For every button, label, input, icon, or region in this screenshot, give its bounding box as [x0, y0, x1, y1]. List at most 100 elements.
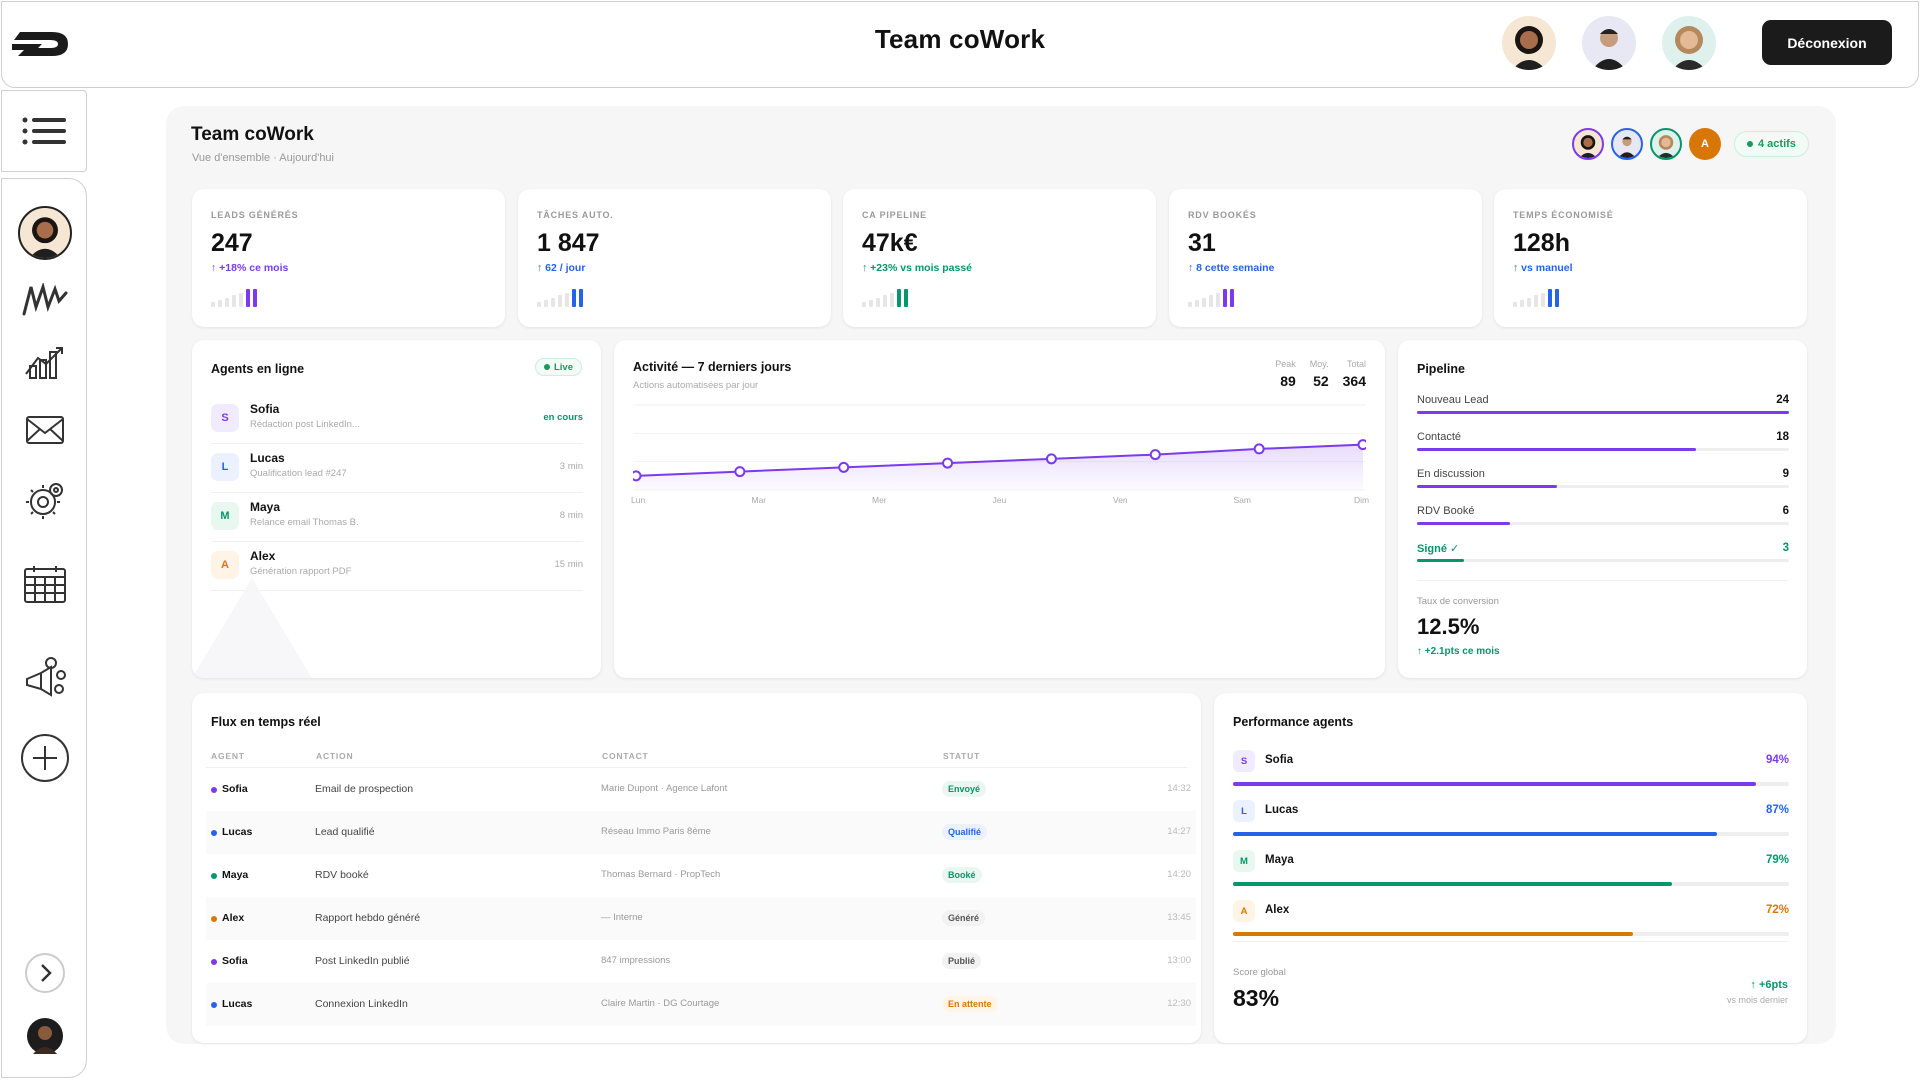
activity-stat-label: Moy. — [1309, 359, 1329, 369]
sidebar-item-mail[interactable] — [2, 413, 88, 445]
pipeline-stage[interactable]: Nouveau Lead 24 — [1417, 394, 1789, 430]
sparkline-bar — [1534, 295, 1538, 307]
pipeline-bar-track — [1417, 411, 1789, 414]
kpi-card[interactable]: TEMPS ÉCONOMISÉ 128h ↑ vs manuel — [1494, 189, 1807, 327]
sparkline-bar — [1230, 289, 1234, 307]
col-header-action: ACTION — [316, 751, 354, 761]
mini-avatar-lucas[interactable] — [1611, 128, 1643, 160]
agent-badge: M — [1233, 850, 1255, 872]
data-point[interactable] — [633, 470, 642, 482]
agent-avatar-lucas[interactable] — [1582, 16, 1636, 70]
add-button[interactable] — [2, 733, 88, 783]
agent-performance-row[interactable]: M Maya 79% — [1233, 850, 1789, 900]
mini-avatar-sofia[interactable] — [1572, 128, 1604, 160]
agent-score: 72% — [1765, 904, 1789, 916]
app-logo[interactable] — [12, 24, 72, 64]
table-row[interactable]: Alex Rapport hebdo généré — Interne Généré 1… — [206, 897, 1196, 940]
pipeline-stage[interactable]: Contacté 18 — [1417, 431, 1789, 467]
activity-stat-value: 89 — [1280, 373, 1296, 389]
hamburger-menu-icon — [22, 117, 66, 145]
data-point[interactable] — [942, 457, 954, 469]
pipeline-stage[interactable]: En discussion 9 — [1417, 468, 1789, 504]
kpi-trend: ↑ +18% ce mois — [211, 262, 289, 274]
pipeline-stage[interactable]: RDV Booké 6 — [1417, 505, 1789, 541]
agent-performance-row[interactable]: S Sofia 94% — [1233, 750, 1789, 800]
agent-performance-row[interactable]: A Alex 72% — [1233, 900, 1789, 950]
agent-name: Sofia — [1265, 754, 1294, 766]
agent-avatar-maya[interactable] — [1662, 16, 1716, 70]
mini-avatar-maya[interactable] — [1650, 128, 1682, 160]
sidebar-item-integrations[interactable] — [2, 655, 88, 697]
agent-color-dot — [211, 873, 217, 879]
data-point[interactable] — [1149, 449, 1161, 461]
logout-button[interactable]: Déconexion — [1762, 20, 1892, 65]
menu-toggle-button[interactable] — [1, 90, 87, 172]
data-point[interactable] — [734, 466, 746, 478]
sparkline-bar — [572, 289, 576, 307]
pipeline-stage-label: Contacté — [1417, 431, 1462, 443]
agent-performance-row[interactable]: L Lucas 87% — [1233, 800, 1789, 850]
kpi-sparkline — [1188, 287, 1234, 307]
pipeline-bar-fill — [1417, 559, 1464, 562]
account-avatar[interactable] — [2, 1018, 88, 1054]
activity-stat: Total 364 — [1343, 359, 1366, 389]
data-point[interactable] — [838, 461, 850, 473]
expand-sidebar-button[interactable] — [2, 952, 88, 994]
pipeline-stage-label: En discussion — [1417, 468, 1485, 480]
live-badge: Live — [534, 358, 582, 376]
data-point[interactable] — [1045, 453, 1057, 465]
sidebar-item-settings[interactable] — [2, 478, 88, 522]
sparkline-bar — [1202, 298, 1206, 307]
agent-name: Lucas — [250, 451, 285, 465]
table-row[interactable]: Sofia Post LinkedIn publié 847 impressions… — [206, 940, 1196, 983]
agent-name: Lucas — [1265, 804, 1299, 816]
active-dot-icon — [1747, 141, 1753, 147]
cell-time: 13:00 — [1167, 955, 1191, 966]
table-row[interactable]: Lucas Connexion LinkedIn Claire Martin · D… — [206, 983, 1196, 1026]
activity-subtitle: Actions automatisées par jour — [633, 380, 759, 391]
kpi-value: 47k€ — [862, 229, 918, 257]
x-axis-tick-label: Sam — [1233, 495, 1251, 505]
sidebar-item-profile[interactable] — [2, 206, 88, 260]
pipeline-stage-value: 6 — [1782, 505, 1789, 517]
agent-status: 8 min — [559, 510, 583, 521]
table-row[interactable]: Maya RDV booké Thomas Bernard · PropTech Bo… — [206, 854, 1196, 897]
kpi-card[interactable]: CA PIPELINE 47k€ ↑ +23% vs mois passé — [843, 189, 1156, 327]
kpi-label: LEADS GÉNÉRÉS — [211, 210, 299, 220]
sidebar-item-calendar[interactable] — [2, 564, 88, 604]
sidebar-item-agents[interactable] — [2, 283, 88, 317]
agent-row[interactable]: M Maya Relance email Thomas B. 8 min — [211, 494, 583, 542]
user-avatar-bottom — [27, 1018, 63, 1054]
activity-title: Activité — 7 derniers jours — [633, 360, 792, 374]
mini-avatar-alex[interactable]: A — [1689, 128, 1721, 160]
table-row[interactable]: Lucas Lead qualifié Réseau Immo Paris 8ème… — [206, 811, 1196, 854]
agent-name: Alex — [250, 549, 276, 563]
agent-badge: L — [1233, 800, 1255, 822]
performance-bar-track — [1233, 782, 1789, 786]
agent-row[interactable]: S Sofia Rédaction post LinkedIn... en cours — [211, 396, 583, 444]
kpi-card[interactable]: TÂCHES AUTO. 1 847 ↑ 62 / jour — [518, 189, 831, 327]
sidebar-item-analytics[interactable] — [2, 344, 88, 382]
agent-avatar-sofia[interactable] — [1502, 16, 1556, 70]
agent-row[interactable]: L Lucas Qualification lead #247 3 min — [211, 445, 583, 493]
data-point[interactable] — [1357, 439, 1367, 451]
sparkline-bar — [544, 300, 548, 307]
kpi-sparkline — [211, 287, 257, 307]
agent-badge: L — [211, 453, 239, 481]
cell-contact: Marie Dupont · Agence Lafont — [601, 783, 728, 794]
table-row[interactable]: Sofia Email de prospection Marie Dupont · … — [206, 768, 1196, 811]
kpi-sparkline — [862, 287, 908, 307]
status-badge: Booké — [942, 867, 982, 883]
pipeline-stage[interactable]: Signé ✓ 3 — [1417, 542, 1789, 578]
cell-time: 14:20 — [1167, 869, 1191, 880]
score-label: Score global — [1233, 967, 1286, 978]
agent-task: Rédaction post LinkedIn... — [250, 419, 360, 430]
data-point[interactable] — [1253, 443, 1265, 455]
agent-row[interactable]: A Alex Génération rapport PDF 15 min — [211, 543, 583, 591]
cell-contact: Réseau Immo Paris 8ème — [601, 826, 711, 837]
megaphone-gears-icon — [26, 657, 66, 697]
calendar-icon — [24, 566, 66, 603]
kpi-card[interactable]: RDV BOOKÉS 31 ↑ 8 cette semaine — [1169, 189, 1482, 327]
kpi-card[interactable]: LEADS GÉNÉRÉS 247 ↑ +18% ce mois — [192, 189, 505, 327]
pipeline-bar-track — [1417, 485, 1789, 488]
